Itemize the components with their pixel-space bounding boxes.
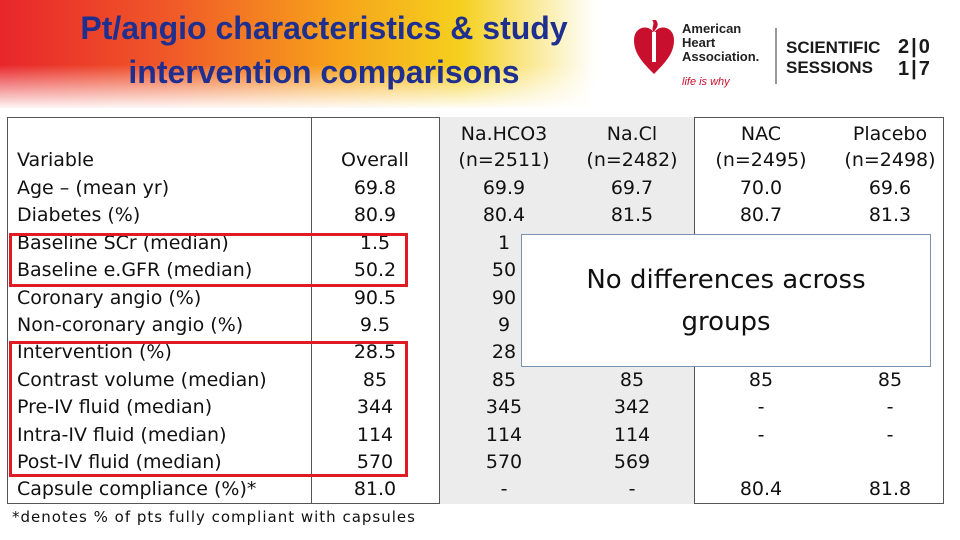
cell-nacl: 569: [613, 451, 651, 473]
cell-placebo: -: [886, 396, 894, 419]
sessions-line1: SCIENTIFIC: [786, 38, 881, 57]
aha-name: American Heart Association.: [682, 22, 759, 64]
cell-nahco3: -: [500, 478, 508, 501]
cell-overall: 114: [356, 423, 394, 446]
cell-nahco3: 345: [485, 396, 523, 419]
header-variable: Variable: [17, 149, 94, 171]
year-top: 2|0: [898, 36, 932, 58]
cell-variable: Diabetes (%): [17, 204, 141, 227]
page-title: Pt/angio characteristics & study interve…: [80, 10, 568, 90]
cell-nacl: 69.7: [610, 177, 654, 199]
sessions-year: 2|0 1|7: [898, 36, 932, 80]
cell-nahco3: 80.4: [482, 204, 526, 227]
cell-variable: Capsule compliance (%)*: [17, 478, 257, 501]
cell-placebo: 85: [877, 368, 903, 391]
header-nahco3-n: (n=2511): [458, 149, 550, 171]
header-banner: [0, 0, 960, 108]
cell-nacl: 342: [613, 396, 651, 419]
cell-nahco3: 570: [485, 451, 523, 473]
cell-nahco3: 28: [491, 341, 517, 364]
cell-variable: Post-IV fluid (median): [17, 451, 222, 473]
aha-name-line1: American: [682, 21, 742, 36]
callout-line2: groups: [681, 306, 771, 337]
cell-variable: Non-coronary angio (%): [17, 314, 244, 336]
cell-placebo: 69.6: [868, 177, 912, 199]
callout-line1: No differences across: [586, 264, 866, 295]
cell-variable: Pre-IV fluid (median): [17, 396, 213, 419]
logo-divider: [775, 28, 777, 84]
header-nacl-name: Na.Cl: [606, 123, 658, 145]
cell-placebo: 81.3: [868, 204, 912, 227]
cell-overall: 9.5: [359, 314, 391, 336]
cell-variable: Intervention (%): [17, 341, 172, 364]
aha-tagline: life is why: [682, 76, 730, 88]
cell-overall: 28.5: [353, 341, 397, 364]
cell-nac: -: [757, 423, 765, 446]
highlight-box-intervention: [9, 341, 408, 477]
no-differences-callout: No differences across groups: [521, 234, 931, 367]
sessions-line2: SESSIONS: [786, 58, 873, 77]
cell-variable: Age – (mean yr): [17, 177, 170, 199]
cell-nahco3: 90: [491, 286, 517, 309]
cell-nac: 70.0: [739, 177, 783, 199]
cell-overall: 81.0: [353, 478, 397, 501]
cell-overall: 85: [362, 368, 388, 391]
highlight-box-baseline: [9, 233, 408, 287]
header-nac-name: NAC: [740, 123, 782, 145]
cell-nac: -: [757, 396, 765, 419]
footnote: *denotes % of pts fully compliant with c…: [12, 508, 416, 526]
cell-placebo: -: [886, 423, 894, 446]
header-placebo-name: Placebo: [852, 123, 928, 145]
cell-nahco3: 114: [485, 423, 523, 446]
scientific-sessions-logo: SCIENTIFIC SESSIONS: [786, 38, 880, 78]
cell-nahco3: 69.9: [482, 177, 526, 199]
cell-placebo: 81.8: [868, 478, 912, 501]
cell-variable: Baseline SCr (median): [17, 231, 229, 254]
cell-nahco3: 85: [491, 368, 517, 391]
cell-overall: 69.8: [353, 177, 397, 199]
cell-variable: Intra-IV fluid (median): [17, 423, 227, 446]
header-nac-n: (n=2495): [715, 149, 807, 171]
cell-nac: 80.4: [739, 478, 783, 501]
header-nacl-n: (n=2482): [586, 149, 678, 171]
aha-logo: American Heart Association. life is why: [632, 14, 792, 94]
header-nahco3-name: Na.HCO3: [460, 123, 548, 145]
overall-column-divider: [311, 117, 439, 504]
header-placebo-n: (n=2498): [844, 149, 936, 171]
cell-overall: 344: [356, 396, 394, 419]
cell-nacl: 81.5: [610, 204, 654, 227]
cell-variable: Contrast volume (median): [17, 368, 267, 391]
year-bottom: 1|7: [898, 58, 932, 80]
cell-nahco3: 50: [491, 259, 517, 282]
cell-nac: 80.7: [739, 204, 783, 227]
cell-overall: 90.5: [353, 286, 397, 309]
cell-overall: 1.5: [359, 231, 391, 254]
cell-nacl: -: [628, 478, 636, 501]
cell-nac: 85: [748, 368, 774, 391]
heart-torch-icon: [634, 20, 674, 74]
cell-nacl: 85: [619, 368, 645, 391]
cell-variable: Baseline e.GFR (median): [17, 259, 253, 282]
aha-name-line3: Association.: [682, 49, 760, 64]
header-overall: Overall: [341, 149, 409, 171]
cell-nahco3: 9: [497, 314, 511, 336]
cell-overall: 50.2: [353, 259, 397, 282]
cell-overall: 570: [356, 451, 394, 473]
aha-name-line2: Heart: [682, 35, 716, 50]
cell-variable: Coronary angio (%): [17, 286, 202, 309]
cell-nahco3: 1: [497, 231, 511, 254]
cell-overall: 80.9: [353, 204, 397, 227]
cell-nacl: 114: [613, 423, 651, 446]
